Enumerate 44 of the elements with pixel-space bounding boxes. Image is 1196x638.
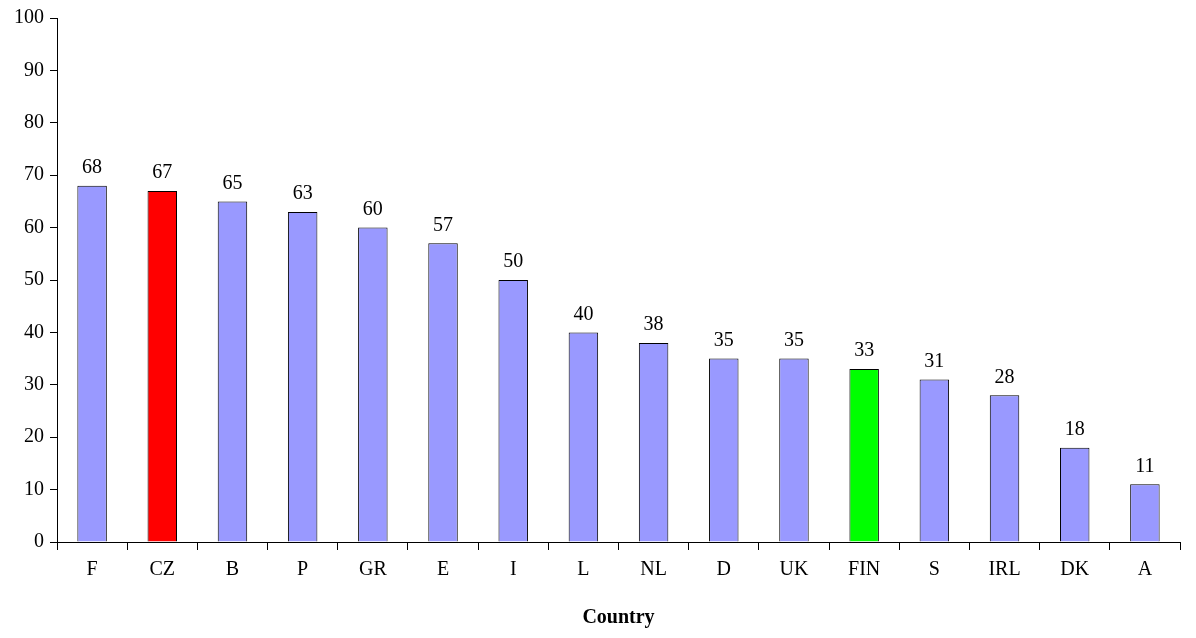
x-tick-label: P bbox=[297, 557, 309, 580]
y-tick-label: 100 bbox=[14, 5, 44, 28]
x-tick-label: D bbox=[716, 557, 732, 580]
x-tick-label: FIN bbox=[848, 557, 881, 580]
y-tick-label: 60 bbox=[24, 214, 44, 237]
y-tick-label: 40 bbox=[24, 319, 44, 342]
y-tick-label: 50 bbox=[24, 267, 44, 290]
data-label: 68 bbox=[82, 154, 103, 177]
y-tick-label: 30 bbox=[24, 372, 44, 395]
y-tick-label: 0 bbox=[34, 529, 44, 552]
data-label: 35 bbox=[713, 327, 734, 350]
data-label: 11 bbox=[1135, 453, 1155, 476]
data-label: 33 bbox=[854, 338, 875, 361]
y-tick-label: 10 bbox=[24, 476, 44, 499]
data-label: 28 bbox=[994, 364, 1015, 387]
x-tick-label: CZ bbox=[149, 557, 176, 580]
x-tick-label: S bbox=[928, 557, 940, 580]
x-axis-title: Country bbox=[582, 605, 655, 629]
x-tick-label: GR bbox=[358, 557, 388, 580]
x-tick-label: I bbox=[509, 557, 517, 580]
data-label: 35 bbox=[783, 327, 804, 350]
x-tick-label: A bbox=[1137, 557, 1153, 580]
data-label: 57 bbox=[433, 212, 454, 235]
data-label: 63 bbox=[292, 181, 313, 204]
data-label: 67 bbox=[152, 160, 173, 183]
data-label: 60 bbox=[362, 196, 383, 219]
data-label: 65 bbox=[222, 170, 243, 193]
y-tick-label: 70 bbox=[24, 162, 44, 185]
y-tick-label: 80 bbox=[24, 110, 44, 133]
x-tick-label: DK bbox=[1060, 557, 1090, 580]
x-tick-label: B bbox=[225, 557, 240, 580]
data-label: 31 bbox=[924, 348, 945, 371]
x-tick-label: F bbox=[86, 557, 98, 580]
x-tick-label: E bbox=[436, 557, 450, 580]
y-tick-label: 90 bbox=[24, 57, 44, 80]
data-label: 18 bbox=[1064, 416, 1085, 439]
x-tick-label: IRL bbox=[988, 557, 1021, 580]
x-tick-label: UK bbox=[779, 557, 809, 580]
data-label: 38 bbox=[643, 312, 664, 335]
data-label: 50 bbox=[503, 249, 524, 272]
x-tick-label: L bbox=[577, 557, 590, 580]
x-tick-label: NL bbox=[640, 557, 667, 580]
data-label: 40 bbox=[573, 301, 594, 324]
y-tick-label: 20 bbox=[24, 424, 44, 447]
